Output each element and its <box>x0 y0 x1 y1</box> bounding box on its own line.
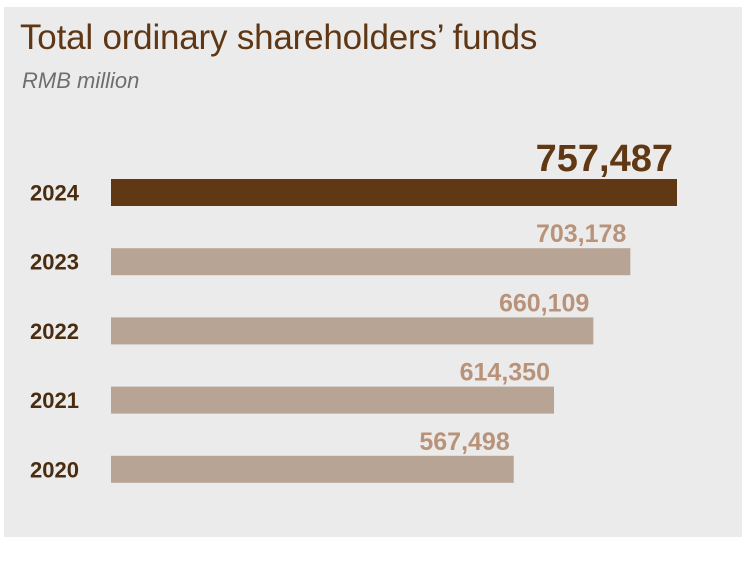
value-label-2024: 757,487 <box>536 138 673 180</box>
value-label-2022: 660,109 <box>499 289 589 317</box>
bar-2024 <box>111 179 677 206</box>
category-label-2022: 2022 <box>30 319 79 344</box>
chart-title: Total ordinary shareholders’ funds <box>20 18 538 57</box>
value-label-2020: 567,498 <box>419 428 509 456</box>
bar-2021 <box>111 386 555 414</box>
category-label-2020: 2020 <box>30 457 79 482</box>
chart-subtitle: RMB million <box>22 68 140 93</box>
category-label-2021: 2021 <box>30 388 79 413</box>
value-label-2021: 614,350 <box>460 359 550 387</box>
category-label-2024: 2024 <box>30 181 80 206</box>
bar-2022 <box>111 317 594 345</box>
bar-2023 <box>111 248 631 276</box>
category-label-2023: 2023 <box>30 250 79 275</box>
value-label-2023: 703,178 <box>536 220 626 248</box>
bar-2020 <box>111 455 514 483</box>
